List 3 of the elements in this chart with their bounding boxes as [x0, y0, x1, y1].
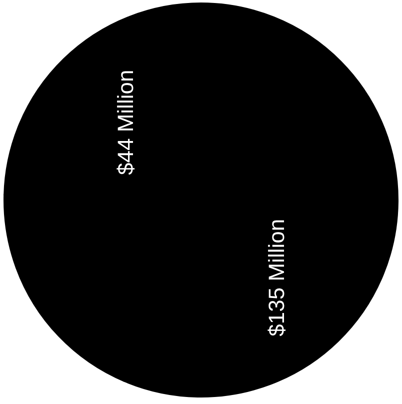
- pie-slice: [4, 2, 398, 398]
- data-label: $44 Million: [112, 70, 138, 175]
- data-label: $135 Million: [264, 218, 290, 336]
